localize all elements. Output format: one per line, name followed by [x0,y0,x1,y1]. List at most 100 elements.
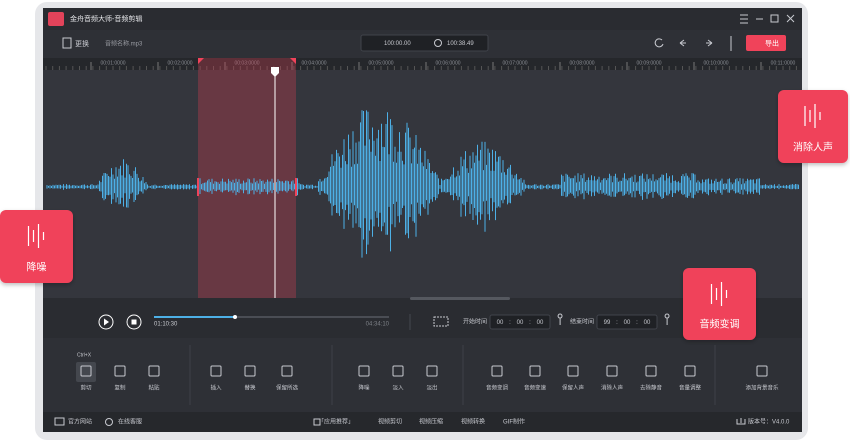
tool-icon[interactable] [148,365,160,377]
website-icon [54,417,65,426]
tool-icon[interactable] [358,365,370,377]
ruler-label: 00:11:0000 [771,60,796,66]
tool-icon[interactable] [80,365,92,377]
tool-label[interactable]: 粘贴 [148,383,160,391]
feature-callout [683,268,756,340]
ruler-label: 00:08:0000 [569,60,594,66]
tool-icon[interactable] [392,365,404,377]
stop-button[interactable] [126,314,142,330]
time-input[interactable] [489,314,551,330]
time-field[interactable]: 00 [517,320,524,326]
playhead-handle[interactable] [271,67,279,77]
tool-label[interactable]: 音频变速 [524,383,547,391]
tool-label[interactable]: 淡出 [426,383,437,391]
time-sep: : [636,320,638,326]
tools-panel [43,338,802,412]
app-title: 金舟音频大师-音频剪辑 [70,14,142,23]
tool-label[interactable]: 插入 [210,383,222,391]
tool-icon[interactable] [114,365,126,377]
export-button[interactable] [746,35,786,51]
player-bar [43,300,802,338]
waveform [46,110,799,258]
tool-label[interactable]: 淡入 [392,384,404,391]
tool-icon[interactable] [210,365,222,377]
tool-icon[interactable] [756,365,768,377]
callout-label: 降噪 [27,261,47,274]
callout-icon [710,282,728,306]
title-bar [43,8,802,30]
callout-icon [27,224,45,248]
ruler-label: 00:04:0000 [301,60,326,66]
tool-label[interactable]: 去除静音 [640,383,663,391]
tool-label[interactable]: 添加背景音乐 [745,383,779,391]
tool-icon[interactable] [606,365,618,377]
tool-icon[interactable] [426,365,438,377]
recommend-icon [313,418,321,426]
tool-icon[interactable] [645,365,657,377]
callout-label: 消除人声 [793,141,833,154]
time-field[interactable]: 00 [624,320,631,326]
tool-label[interactable]: 降噪 [358,383,370,391]
time-marker [664,313,670,325]
tooltip: Ctrl+X [77,352,92,358]
time-marker [557,313,563,325]
ruler-label: 00:01:0000 [100,60,125,66]
support-link[interactable]: 在线客服 [118,418,142,426]
tool-label[interactable]: 音量调整 [679,383,702,391]
tool-label[interactable]: 替换 [244,383,256,391]
time-field[interactable]: 00 [537,320,544,326]
ruler-label: 00:07:0000 [502,60,527,66]
tool-label[interactable]: 复制 [114,383,126,391]
ruler-label: 00:05:0000 [368,60,393,66]
selection[interactable] [198,58,296,298]
time-input[interactable] [596,314,658,330]
time-field[interactable]: 99 [604,320,611,326]
active-tool [76,362,96,382]
tool-icon[interactable] [491,365,503,377]
tool-icon[interactable] [529,365,541,377]
play-icon [104,318,109,326]
support-icon [105,418,113,426]
replace-button[interactable]: 更换 [75,39,89,48]
time-sep: : [529,320,531,326]
window-controls[interactable] [740,14,795,24]
current-time: 01:10:30 [154,322,178,328]
progress-track[interactable] [154,316,389,318]
tool-icon[interactable] [567,365,579,377]
website-link[interactable]: 官方网站 [68,418,92,426]
end-label: 结束时间 [570,318,594,326]
tool-icon[interactable] [684,365,696,377]
version: 版本号：V4.0.0 [748,418,790,426]
edit-controls[interactable] [654,36,732,51]
ruler-label: 00:10:0000 [703,60,728,66]
export-label[interactable]: 导出 [765,38,779,47]
footer-link[interactable]: 视频转换 [461,418,485,426]
ruler-label: 00:02:0000 [167,60,192,66]
logo [48,12,64,26]
time-field[interactable]: 00 [497,320,504,326]
ruler [43,58,802,70]
feature-callout [778,90,848,163]
tool-label[interactable]: 保留人声 [562,383,585,391]
duration-time: 100:38.49 [447,41,474,47]
scrollbar[interactable] [410,297,510,300]
footer-link[interactable]: 视频剪切 [378,418,402,426]
time-field[interactable]: 00 [644,320,651,326]
file-name: 音频名称.mp3 [105,40,143,48]
tool-label[interactable]: 音频变调 [486,383,509,391]
tool-icon[interactable] [244,365,256,377]
time-sep: : [509,320,511,326]
tool-label[interactable]: 保留所选 [276,383,299,391]
tool-icon[interactable] [281,365,293,377]
progress-knob[interactable] [233,315,237,319]
tool-label[interactable]: 消除人声 [601,383,624,391]
footer-link[interactable]: GIF制作 [503,418,525,426]
selection-edges[interactable] [197,178,297,196]
footer-link[interactable]: 「应用推荐」 [318,418,354,426]
version-icon [736,418,746,425]
tool-label[interactable]: 剪切 [80,383,92,391]
footer-link[interactable]: 视频压缩 [419,418,443,426]
play-button[interactable] [98,314,114,330]
callout-icon [804,104,821,128]
ruler-label: 00:06:0000 [435,60,460,66]
